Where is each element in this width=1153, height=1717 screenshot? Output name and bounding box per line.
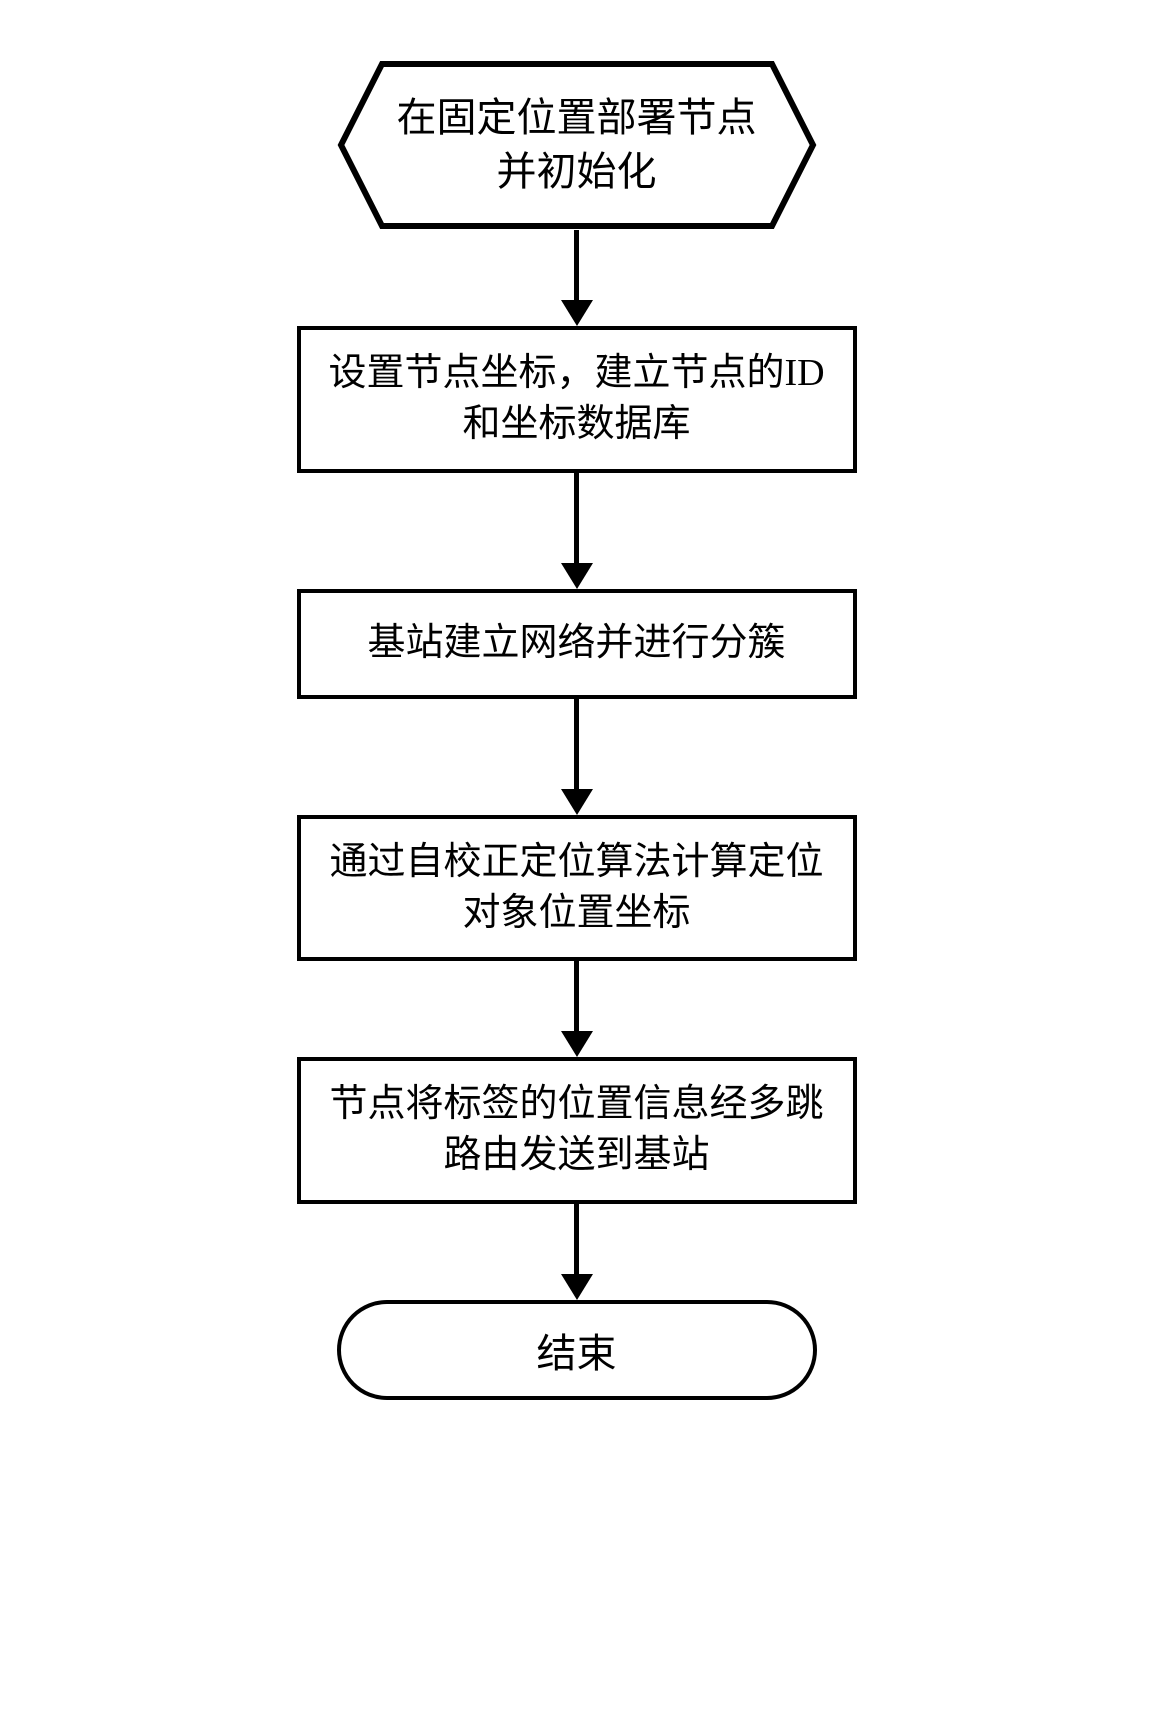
arrow-3 [561,699,593,815]
arrow-line [574,699,579,789]
node-end-terminator: 结束 [337,1300,817,1400]
arrow-head-icon [561,1274,593,1300]
arrow-line [574,961,579,1031]
node-set-coordinates: 设置节点坐标，建立节点的ID和坐标数据库 [297,326,857,473]
node-end-label: 结束 [537,1321,617,1379]
node-self-calibration: 通过自校正定位算法计算定位对象位置坐标 [297,815,857,962]
arrow-head-icon [561,1031,593,1057]
node-label: 基站建立网络并进行分簇 [367,618,785,669]
node-label: 节点将标签的位置信息经多跳路由发送到基站 [325,1079,829,1182]
flowchart-container: 在固定位置部署节点并初始化 设置节点坐标，建立节点的ID和坐标数据库 基站建立网… [297,60,857,1400]
arrow-1 [561,230,593,326]
arrow-4 [561,961,593,1057]
arrow-2 [561,473,593,589]
node-label: 设置节点坐标，建立节点的ID和坐标数据库 [325,348,829,451]
arrow-head-icon [561,789,593,815]
node-label: 通过自校正定位算法计算定位对象位置坐标 [325,837,829,940]
arrow-line [574,473,579,563]
node-base-station-network: 基站建立网络并进行分簇 [297,589,857,699]
arrow-5 [561,1204,593,1300]
arrow-line [574,1204,579,1274]
arrow-head-icon [561,300,593,326]
arrow-line [574,230,579,300]
node-multihop-route: 节点将标签的位置信息经多跳路由发送到基站 [297,1057,857,1204]
node-start-hexagon: 在固定位置部署节点并初始化 [337,60,817,230]
node-start-label: 在固定位置部署节点并初始化 [337,60,817,230]
arrow-head-icon [561,563,593,589]
